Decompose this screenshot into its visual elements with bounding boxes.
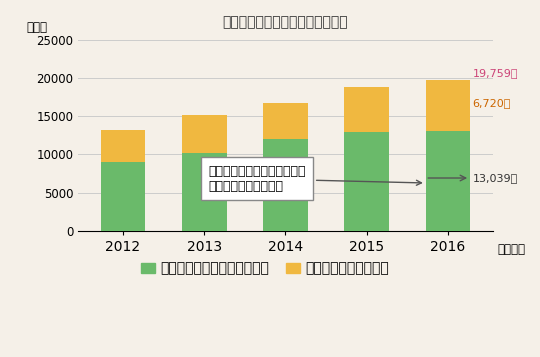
- Text: （年度）: （年度）: [497, 243, 525, 256]
- Bar: [100, 162, 145, 231]
- Bar: [182, 153, 227, 231]
- Text: 6,720件: 6,720件: [472, 98, 511, 108]
- Bar: [100, 130, 145, 162]
- Text: （件）: （件）: [26, 21, 47, 34]
- Bar: [426, 131, 470, 231]
- Bar: [426, 80, 470, 131]
- Bar: [182, 115, 227, 153]
- Bar: [263, 139, 308, 231]
- Legend: 住宅のトラブルに関する相談, 知見相談、その他相談: 住宅のトラブルに関する相談, 知見相談、その他相談: [135, 256, 394, 281]
- Title: 新築等住宅に関する相談件数推移: 新築等住宅に関する相談件数推移: [222, 15, 348, 29]
- Text: 19,759件: 19,759件: [472, 67, 518, 77]
- Bar: [345, 87, 389, 131]
- Bar: [263, 103, 308, 139]
- Text: 不具合、契約、住宅部品に関
するトラブル相談件数: 不具合、契約、住宅部品に関 するトラブル相談件数: [208, 165, 421, 193]
- Bar: [345, 131, 389, 231]
- Text: 13,039件: 13,039件: [472, 173, 518, 183]
